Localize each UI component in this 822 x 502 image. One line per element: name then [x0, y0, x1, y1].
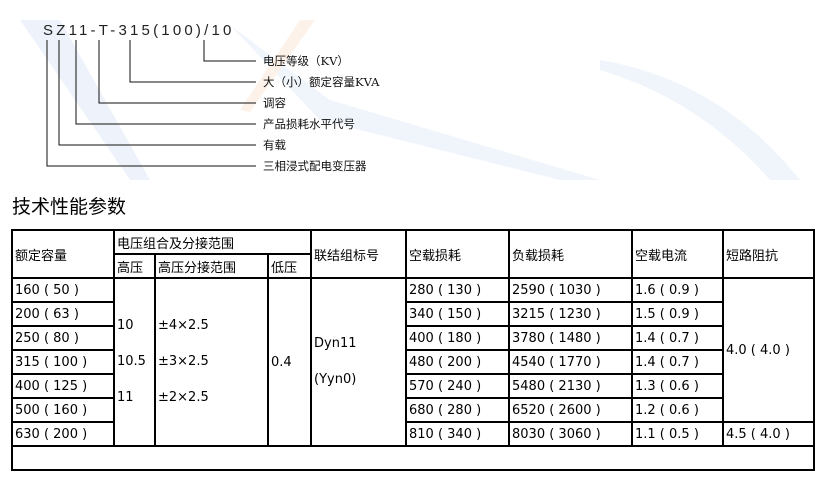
cell-capacity: 500 ( 160 )	[11, 397, 115, 423]
label-on-load: 有载	[263, 138, 286, 152]
table-row: 630 ( 200 ) 810 ( 340 ) 8030 ( 3060 ) 1.1 (…	[11, 421, 815, 447]
label-transformer-type: 三相浸式配电变压器	[263, 159, 367, 173]
cell-load-loss: 5480 ( 2130 )	[508, 373, 633, 399]
cell-no-load-current: 1.5 ( 0.9 )	[631, 301, 724, 327]
cell-no-load-loss: 400 ( 180 )	[405, 325, 510, 351]
cell-no-load-loss: 810 ( 340 )	[405, 421, 510, 447]
cell-no-load-current: 1.1 ( 0.5 )	[631, 421, 724, 447]
table-row: 200 ( 63 ) 340 ( 150 ) 3215 ( 1230 ) 1.5 ( …	[11, 301, 814, 327]
cell-no-load-current: 1.2 ( 0.6 )	[631, 397, 724, 423]
connection-value: Dyn11	[314, 336, 357, 351]
cell-hv: 10 10.5 11	[113, 277, 156, 447]
cell-no-load-current: 1.3 ( 0.6 )	[631, 373, 724, 399]
label-loss-level: 产品损耗水平代号	[263, 117, 355, 131]
cell-capacity: 160 ( 50 )	[11, 277, 115, 303]
header-capacity: 额定容量	[11, 229, 115, 279]
empty-row	[11, 445, 815, 471]
header-hv: 高压	[113, 253, 156, 279]
cell-capacity: 250 ( 80 )	[11, 325, 115, 351]
table-row: 315 ( 100 ) 480 ( 200 ) 4540 ( 1770 ) 1.4 (…	[11, 349, 814, 375]
cell-load-loss: 8030 ( 3060 )	[508, 421, 633, 447]
cell-impedance: 4.0 ( 4.0 )	[722, 277, 815, 423]
section-title: 技术性能参数	[12, 196, 127, 218]
header-lv: 低压	[267, 253, 312, 279]
label-voltage-level: 电压等级（KV）	[263, 54, 349, 68]
hv-tap-value: ±2×2.5	[158, 390, 209, 405]
header-connection: 联结组标号	[310, 229, 407, 279]
header-hv-tap: 高压分接范围	[154, 253, 269, 279]
cell-connection: Dyn11 (Yyn0)	[310, 277, 407, 447]
hv-value: 11	[117, 390, 134, 405]
header-row: 额定容量 电压组合及分接范围 联结组标号 空载损耗 负载损耗 空载电流 短路阻抗	[11, 229, 815, 279]
model-diagram-lines	[20, 20, 800, 180]
cell-no-load-loss: 680 ( 280 )	[405, 397, 510, 423]
cell-no-load-loss: 570 ( 240 )	[405, 373, 510, 399]
cell-no-load-loss: 280 ( 130 )	[405, 277, 510, 303]
table-row: 250 ( 80 ) 400 ( 180 ) 3780 ( 1480 ) 1.4 ( …	[11, 325, 814, 351]
cell-no-load-current: 1.4 ( 0.7 )	[631, 349, 724, 375]
cell-capacity: 400 ( 125 )	[11, 373, 115, 399]
model-code: SZ11-T-315(100)/10	[43, 22, 235, 39]
cell-hv-tap: ±4×2.5 ±3×2.5 ±2×2.5	[154, 277, 269, 447]
cell-impedance: 4.5 ( 4.0 )	[722, 421, 815, 447]
header-voltage-group: 电压组合及分接范围	[113, 229, 312, 255]
hv-tap-value: ±3×2.5	[158, 354, 209, 369]
cell-capacity: 630 ( 200 )	[11, 421, 115, 447]
cell-load-loss: 3780 ( 1480 )	[508, 325, 633, 351]
header-no-load-current: 空载电流	[631, 229, 724, 279]
header-no-load-loss: 空载损耗	[405, 229, 510, 279]
cell-no-load-loss: 480 ( 200 )	[405, 349, 510, 375]
cell-no-load-current: 1.6 ( 0.9 )	[631, 277, 724, 303]
cell-load-loss: 6520 ( 2600 )	[508, 397, 633, 423]
hv-value: 10.5	[117, 354, 146, 369]
table-row: 500 ( 160 ) 680 ( 280 ) 6520 ( 2600 ) 1.2 (…	[11, 397, 814, 423]
table-row: 160 ( 50 ) 10 10.5 11 ±4×2.5 ±3×2.5 ±2×2.5 0.4 D…	[11, 277, 815, 447]
cell-capacity: 315 ( 100 )	[11, 349, 115, 375]
subheader-row: 高压 高压分接范围 低压	[12, 253, 814, 279]
cell-load-loss: 4540 ( 1770 )	[508, 349, 633, 375]
cell-load-loss: 2590 ( 1030 )	[508, 277, 633, 303]
connection-value: (Yyn0)	[314, 372, 357, 387]
hv-tap-value: ±4×2.5	[158, 318, 209, 333]
header-load-loss: 负载损耗	[508, 229, 633, 279]
cell-capacity: 200 ( 63 )	[11, 301, 115, 327]
header-impedance: 短路阻抗	[722, 229, 815, 279]
cell-lv: 0.4	[267, 277, 312, 447]
cell-no-load-current: 1.4 ( 0.7 )	[631, 325, 724, 351]
hv-value: 10	[117, 318, 134, 333]
label-capacity: 大（小）额定容量KVA	[263, 75, 380, 89]
spec-table: 额定容量 电压组合及分接范围 联结组标号 空载损耗 负载损耗 空载电流 短路阻抗…	[11, 229, 815, 471]
cell-load-loss: 3215 ( 1230 )	[508, 301, 633, 327]
label-capacity-regulation: 调容	[263, 96, 286, 110]
cell-no-load-loss: 340 ( 150 )	[405, 301, 510, 327]
table-row: 400 ( 125 ) 570 ( 240 ) 5480 ( 2130 ) 1.3 (…	[11, 373, 814, 399]
